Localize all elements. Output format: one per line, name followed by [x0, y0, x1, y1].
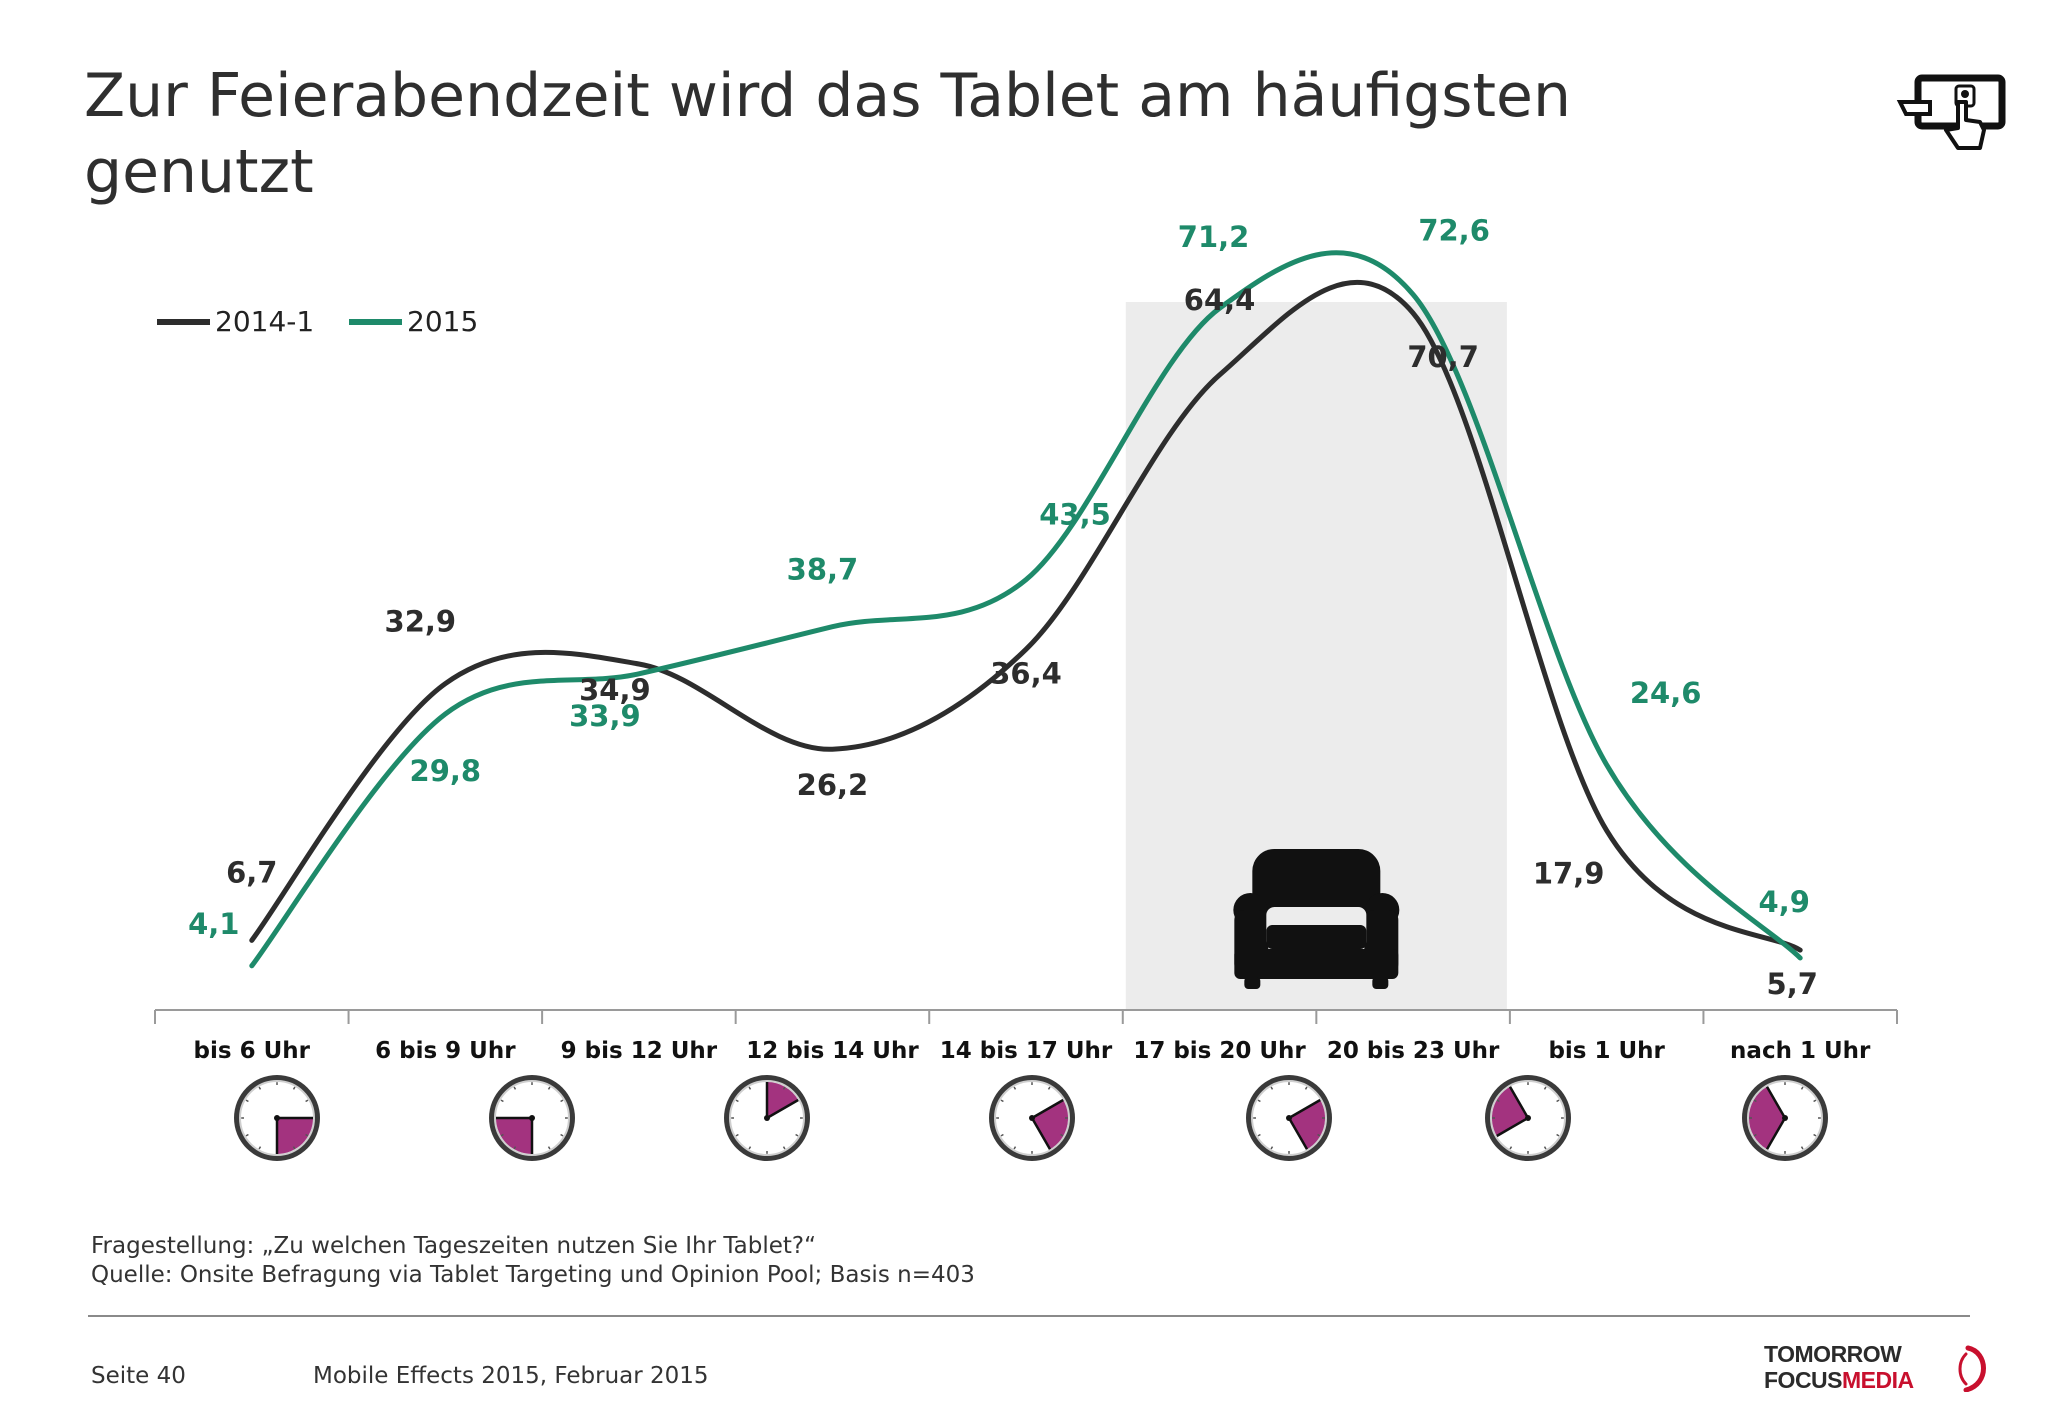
brand-line-1: TOMORROW	[1764, 1341, 1902, 1367]
brand-line-2: FOCUSMEDIA	[1764, 1368, 1914, 1392]
footer-question: Fragestellung: „Zu welchen Tageszeiten n…	[91, 1233, 816, 1259]
data-label-2015: 4,1	[188, 907, 239, 941]
data-label-2015: 29,8	[410, 754, 482, 788]
category-label: 12 bis 14 Uhr	[746, 1038, 919, 1064]
clock-icon	[989, 1075, 1075, 1161]
clock-icon	[1485, 1075, 1571, 1161]
page-title: Zur Feierabendzeit wird das Tablet am hä…	[84, 61, 1571, 207]
data-label-2015: 33,9	[569, 699, 641, 733]
footer-divider	[88, 1315, 1970, 1317]
series-line-2014-1	[249, 279, 1803, 953]
data-label-2014-1: 6,7	[226, 855, 277, 889]
legend-label-2014-1: 2014-1	[215, 305, 314, 338]
data-label-2014-1: 70,7	[1407, 340, 1479, 374]
data-label-2015: 4,9	[1759, 885, 1810, 919]
data-label-2015: 43,5	[1039, 498, 1111, 532]
brand-word-media: MEDIA	[1842, 1367, 1914, 1393]
clock-icon	[489, 1075, 575, 1161]
category-label: bis 1 Uhr	[1548, 1038, 1665, 1064]
category-label: 20 bis 23 Uhr	[1327, 1038, 1500, 1064]
data-label-2014-1: 5,7	[1767, 967, 1818, 1001]
brand-word-focus: FOCUS	[1764, 1367, 1843, 1393]
category-label: 9 bis 12 Uhr	[561, 1038, 718, 1064]
legend: 2014-1 2015	[157, 305, 478, 338]
clock-icon	[234, 1075, 320, 1161]
category-label: nach 1 Uhr	[1730, 1038, 1871, 1064]
data-label-2014-1: 32,9	[385, 605, 457, 639]
line-chart: 6,7 32,9 34,9 26,2 36,4 64,4 70,7 17,9 5,7 4,1 29,…	[154, 214, 1898, 1161]
data-label-2014-1: 36,4	[990, 656, 1062, 690]
data-label-2014-1: 17,9	[1533, 857, 1605, 891]
data-label-2014-1: 64,4	[1184, 283, 1256, 317]
data-label-2015: 71,2	[1178, 220, 1250, 254]
sofa-icon	[1233, 849, 1400, 989]
legend-label-2015: 2015	[407, 305, 478, 338]
brand-swoosh-icon	[1958, 1345, 1986, 1392]
clock-icon	[1246, 1075, 1332, 1161]
data-label-2014-1: 34,9	[579, 673, 651, 707]
footer-source: Quelle: Onsite Befragung via Tablet Targ…	[91, 1262, 975, 1288]
data-label-2014-1: 26,2	[797, 768, 869, 802]
category-label: 17 bis 20 Uhr	[1133, 1038, 1306, 1064]
brand-logo: TOMORROW FOCUSMEDIA	[1764, 1340, 1994, 1396]
category-label: 6 bis 9 Uhr	[375, 1038, 516, 1064]
data-label-2015: 72,6	[1418, 214, 1490, 248]
category-label: 14 bis 17 Uhr	[940, 1038, 1113, 1064]
data-label-2015: 24,6	[1630, 676, 1702, 710]
data-label-2015: 38,7	[787, 553, 859, 587]
page-number: Seite 40	[91, 1363, 186, 1389]
tablet-touch-icon	[1896, 74, 2006, 150]
series-line-2015	[249, 250, 1803, 969]
category-label: bis 6 Uhr	[194, 1038, 311, 1064]
clock-icon	[1742, 1075, 1828, 1161]
clock-icon	[724, 1075, 810, 1161]
publication-info: Mobile Effects 2015, Februar 2015	[313, 1363, 709, 1389]
